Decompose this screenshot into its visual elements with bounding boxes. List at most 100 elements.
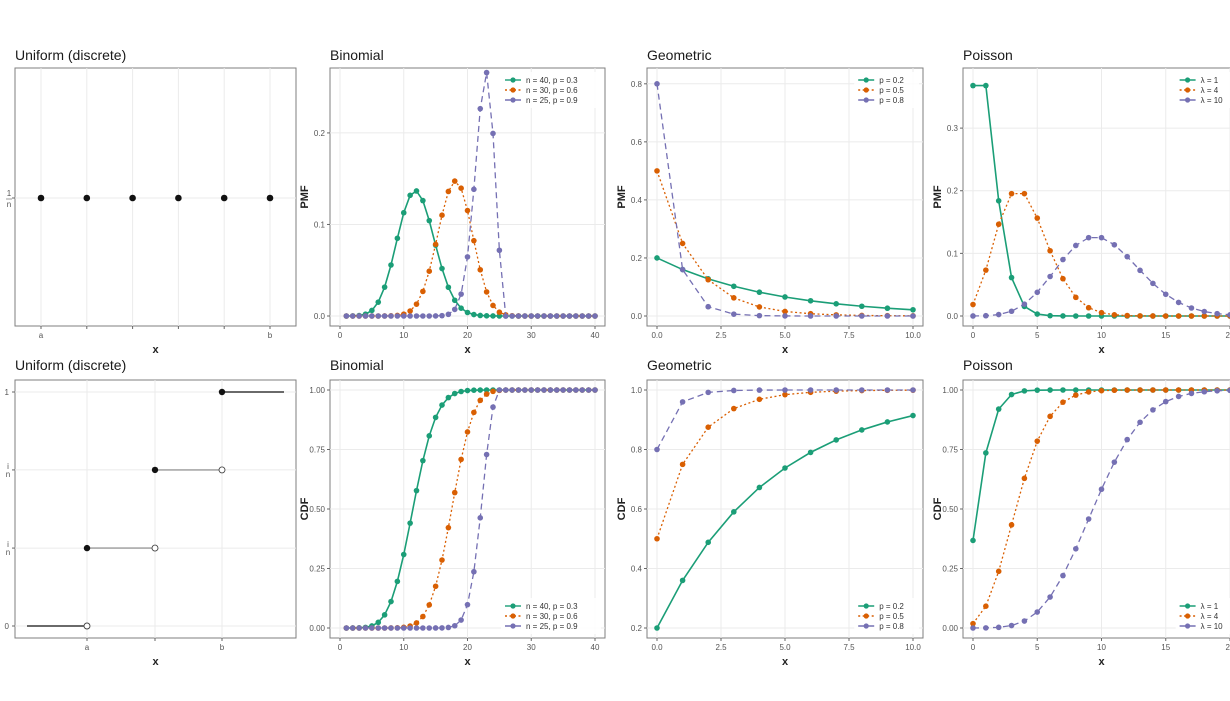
series-line (972, 236, 1230, 317)
x-tick-label: 15 (1161, 331, 1170, 340)
x-tick-label: b (220, 643, 225, 652)
x-tick-label: 5.0 (779, 331, 791, 340)
legend-label: p = 0.8 (879, 622, 904, 631)
series-point (426, 268, 433, 274)
x-tick-label: 10 (1097, 643, 1106, 652)
y-tick-label: 0.1 (947, 249, 959, 258)
legend-key-point (863, 87, 869, 93)
series-line (346, 389, 595, 629)
series-point (679, 461, 686, 468)
series-point (579, 387, 586, 393)
series-point (369, 307, 375, 314)
series-point (1034, 289, 1041, 296)
legend-label: λ = 4 (1201, 612, 1219, 621)
y-tick-label: 0.00 (942, 624, 958, 633)
series-point (910, 387, 916, 393)
legend-label: λ = 1 (1201, 602, 1219, 611)
series-point (220, 194, 228, 202)
series-point (585, 387, 592, 393)
legend: n = 40, p = 0.3n = 30, p = 0.6n = 25, p … (501, 72, 601, 108)
series-point (1008, 308, 1015, 315)
y-tick-label: 0.6 (631, 138, 643, 147)
series-point (1227, 387, 1230, 394)
series-point (432, 313, 439, 319)
series-point (731, 283, 737, 290)
panel-title: Uniform (discrete) (15, 357, 126, 373)
series-point (756, 396, 763, 403)
panel-geometric-cdf: Geometric x CDF 0.0 2.5 5.0 7.5 10.0 0.2 0.4 0.6 0.… (616, 357, 924, 668)
series-point (375, 619, 382, 626)
legend-label: n = 40, p = 0.3 (526, 602, 578, 611)
series-point (1008, 622, 1015, 629)
series-point (910, 306, 916, 313)
y-tick-label: 0.8 (631, 446, 643, 455)
series-point (388, 598, 394, 605)
series-point (833, 387, 839, 393)
series-point (420, 288, 426, 295)
series-point (432, 625, 439, 631)
y-axis-label: PMF (299, 185, 311, 209)
panel-binomial-cdf: Binomial x CDF 0 10 20 30 40 0.00 0.25 0.50 0.75 1.0… (299, 357, 606, 668)
series-point (705, 539, 711, 546)
y-tick-label: 0.2 (631, 624, 643, 633)
series-point (995, 197, 1002, 204)
series-point (995, 221, 1002, 228)
step-closed-point (83, 544, 91, 552)
series-point (731, 405, 737, 412)
series-point (483, 451, 490, 458)
series-point (1111, 311, 1118, 318)
series-point (388, 625, 394, 631)
series-point (884, 387, 891, 393)
series-point (884, 305, 891, 312)
series-point (1098, 486, 1105, 493)
series-point (1098, 309, 1105, 316)
y-axis-label: CDF (932, 497, 944, 520)
series-point (1150, 313, 1156, 319)
series-point (381, 612, 388, 618)
step-closed-point (151, 466, 159, 474)
series-point (705, 276, 711, 283)
series-point (833, 301, 839, 307)
series-point (1021, 388, 1028, 394)
panel-title: Geometric (647, 357, 712, 373)
step-open-point (151, 544, 159, 552)
x-tick-label: 20 (463, 331, 472, 340)
series-point (413, 487, 420, 494)
series-point (1008, 190, 1015, 197)
x-tick-label: 30 (527, 331, 536, 340)
series-point (654, 168, 660, 174)
legend-key-point (1185, 603, 1191, 609)
x-tick-label: 7.5 (843, 331, 855, 340)
series-point (884, 313, 891, 319)
series-point (1214, 388, 1220, 394)
y-tick-label: 0.50 (309, 505, 325, 514)
series-point (420, 197, 426, 204)
series-point (471, 387, 477, 394)
series-point (1073, 242, 1079, 249)
series-point (490, 302, 496, 309)
x-tick-label: 15 (1161, 643, 1170, 652)
series-point (592, 313, 598, 319)
series-point (1085, 313, 1092, 319)
series-point (458, 456, 464, 463)
series-point (1073, 392, 1079, 398)
series-point (1111, 387, 1118, 394)
series-point (439, 402, 445, 408)
x-tick-label: 5 (1035, 331, 1040, 340)
series-point (970, 625, 976, 631)
series-point (1034, 609, 1041, 615)
series-point (407, 520, 413, 526)
series-layer (970, 82, 1230, 319)
legend-key-point (863, 97, 869, 103)
series-point (756, 312, 763, 319)
panel-geometric-pmf: Geometric x PMF 0.0 2.5 5.0 7.5 10.0 0.0 0.2 0.4 0.… (616, 47, 924, 356)
x-tick-label: 0.0 (651, 643, 663, 652)
series-point (413, 620, 420, 626)
series-point (420, 313, 426, 319)
series-point (394, 625, 401, 631)
series-point (756, 289, 763, 296)
y-tick-label: 0.8 (631, 80, 643, 89)
legend-label: p = 0.5 (879, 86, 904, 95)
panel-title: Uniform (discrete) (15, 47, 126, 63)
